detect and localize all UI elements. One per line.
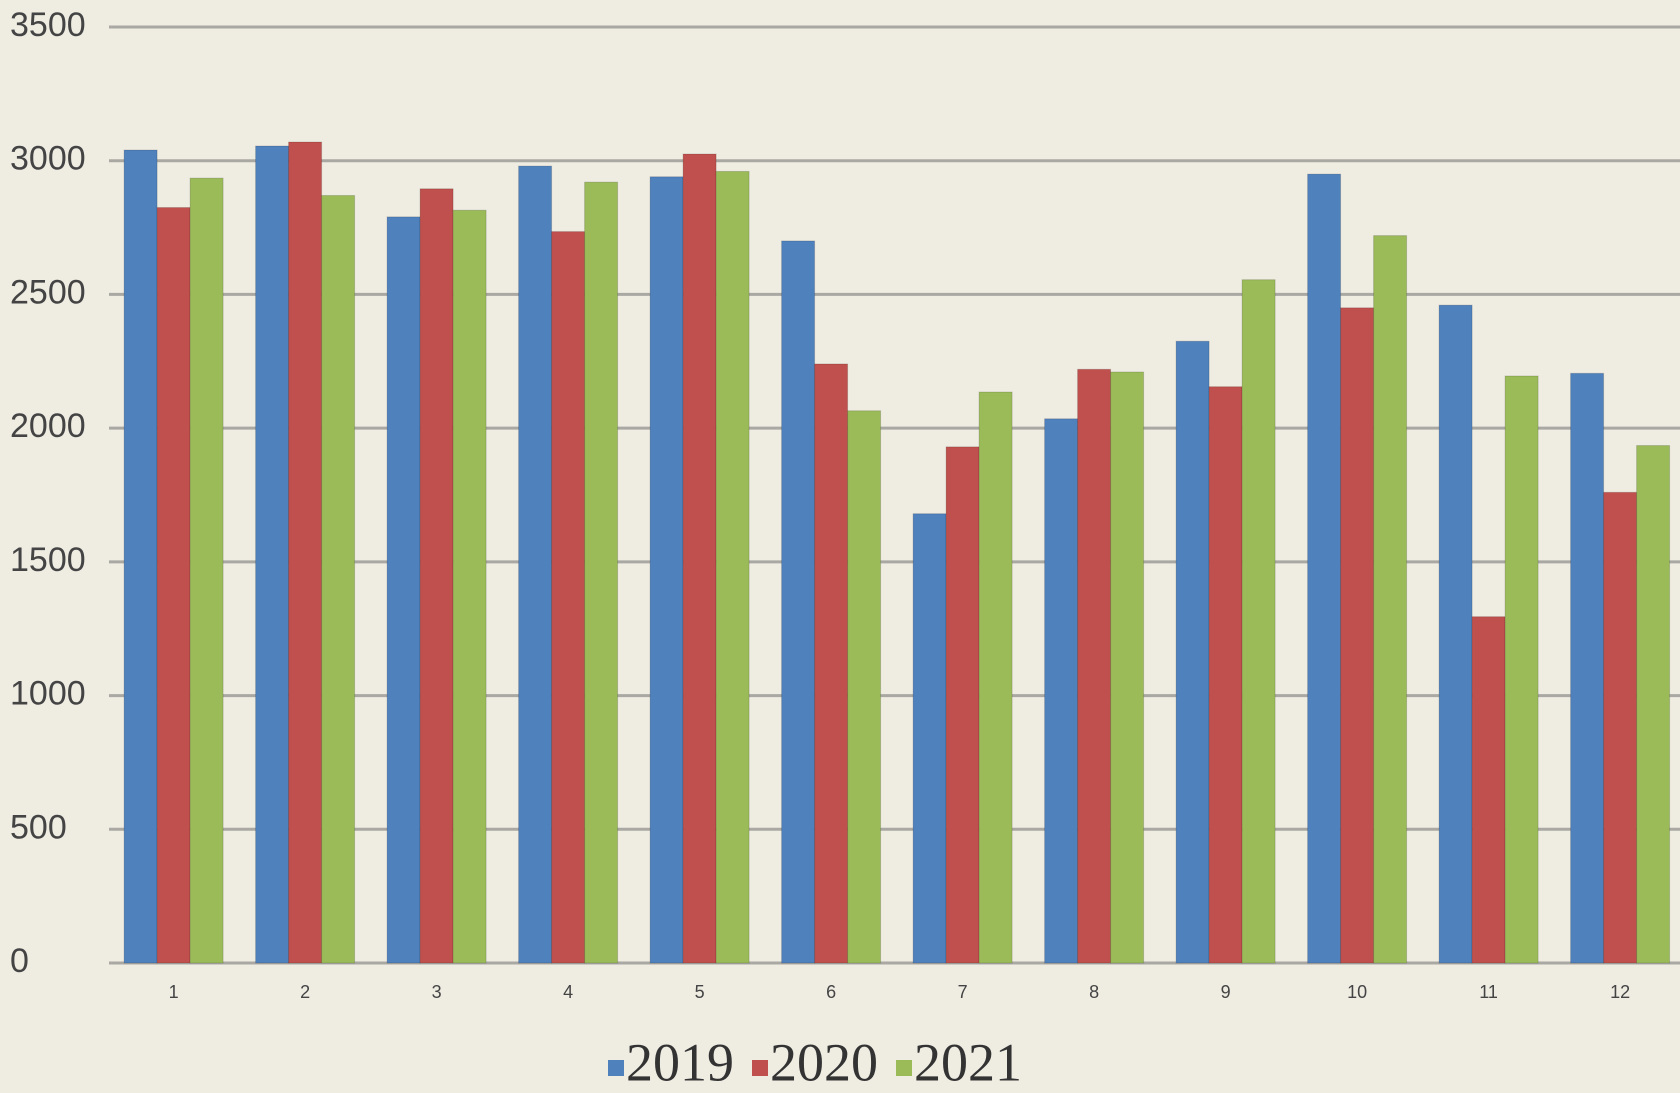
bar bbox=[978, 391, 1013, 964]
bar bbox=[1241, 279, 1276, 964]
bar bbox=[649, 176, 684, 964]
bar bbox=[781, 240, 816, 964]
bar bbox=[1438, 304, 1473, 964]
legend-label: 2019 bbox=[626, 1032, 734, 1092]
x-tick-label: 4 bbox=[563, 982, 573, 1002]
bar bbox=[715, 170, 750, 964]
bar bbox=[945, 446, 980, 964]
y-tick-label: 500 bbox=[10, 808, 67, 846]
y-tick-label: 3500 bbox=[10, 6, 86, 44]
bar bbox=[1636, 445, 1671, 964]
bar bbox=[1471, 616, 1506, 964]
bar bbox=[1504, 375, 1539, 964]
bar bbox=[1077, 368, 1112, 964]
bar bbox=[518, 165, 553, 964]
x-tick-label: 7 bbox=[958, 982, 968, 1002]
bar bbox=[1307, 173, 1342, 964]
x-tick-label: 11 bbox=[1479, 982, 1498, 1002]
y-tick-label: 1500 bbox=[10, 541, 86, 579]
bar bbox=[1175, 340, 1210, 964]
y-tick-label: 1000 bbox=[10, 675, 86, 713]
legend-label: 2020 bbox=[770, 1032, 878, 1092]
y-tick-label: 3000 bbox=[10, 140, 86, 178]
legend-marker bbox=[752, 1060, 768, 1076]
x-tick-label: 8 bbox=[1089, 982, 1099, 1002]
legend-marker bbox=[608, 1060, 624, 1076]
x-tick-label: 2 bbox=[300, 982, 310, 1002]
x-tick-label: 6 bbox=[826, 982, 836, 1002]
bar bbox=[682, 153, 717, 964]
bar bbox=[1373, 235, 1408, 964]
x-tick-label: 5 bbox=[695, 982, 705, 1002]
bar bbox=[1044, 418, 1079, 964]
x-tick-label: 3 bbox=[432, 982, 442, 1002]
legend-label: 2021 bbox=[914, 1032, 1022, 1092]
x-tick-label: 9 bbox=[1221, 982, 1231, 1002]
x-tick-label: 10 bbox=[1347, 982, 1367, 1002]
bar bbox=[255, 145, 290, 964]
bar bbox=[584, 181, 619, 964]
bar bbox=[847, 410, 882, 964]
bar bbox=[912, 513, 947, 964]
x-tick-label: 12 bbox=[1610, 982, 1630, 1002]
bar bbox=[288, 141, 323, 964]
bar bbox=[814, 363, 849, 964]
bar bbox=[123, 149, 158, 964]
bar bbox=[1340, 307, 1375, 964]
bar bbox=[189, 177, 224, 964]
y-tick-label: 2000 bbox=[10, 407, 86, 445]
bar bbox=[1110, 371, 1145, 964]
bar bbox=[452, 209, 487, 964]
bar bbox=[156, 207, 191, 964]
bar bbox=[1603, 491, 1638, 964]
y-tick-label: 0 bbox=[10, 942, 29, 980]
x-tick-label: 1 bbox=[169, 982, 179, 1002]
bar bbox=[551, 231, 586, 964]
bar bbox=[1570, 372, 1605, 964]
y-tick-label: 2500 bbox=[10, 273, 86, 311]
bar bbox=[386, 216, 421, 964]
bar bbox=[1208, 386, 1243, 964]
bar bbox=[419, 188, 454, 964]
legend-marker bbox=[896, 1060, 912, 1076]
bar bbox=[321, 194, 356, 964]
